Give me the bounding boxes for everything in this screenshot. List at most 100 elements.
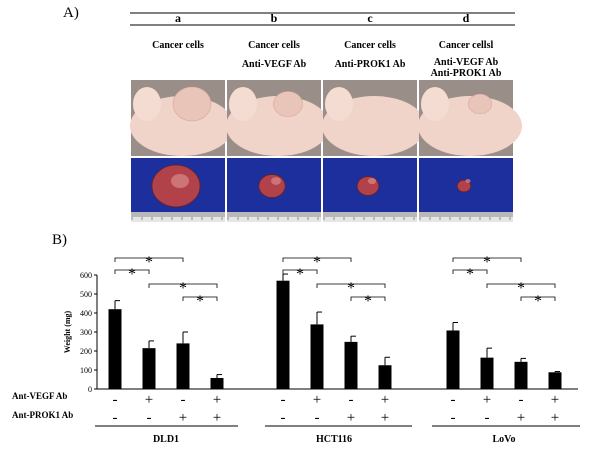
mouse-head bbox=[421, 87, 449, 121]
column-letter-d: d bbox=[462, 11, 470, 25]
vegf-sign: + bbox=[213, 392, 221, 408]
caption-line: Anti-VEGF Ab bbox=[241, 59, 307, 70]
treatment-label-prok1: Ant-PROK1 Ab bbox=[12, 410, 73, 420]
tumor bbox=[258, 174, 286, 198]
panel-b-label: B) bbox=[52, 232, 67, 248]
bracket bbox=[316, 283, 386, 288]
bar bbox=[480, 357, 494, 389]
significance-brackets: * * * * bbox=[452, 254, 556, 310]
prok1-sign: - bbox=[281, 410, 286, 426]
bar bbox=[446, 330, 460, 389]
prok1-sign: + bbox=[517, 410, 525, 426]
bar bbox=[210, 377, 224, 389]
bar bbox=[344, 341, 358, 389]
prok1-sign: + bbox=[179, 410, 187, 426]
tumor-photo-d bbox=[419, 158, 513, 222]
vegf-sign: - bbox=[181, 392, 186, 408]
caption-line: Cancer cells bbox=[248, 40, 300, 51]
vegf-sign: + bbox=[483, 392, 491, 408]
mouse-head bbox=[229, 87, 257, 121]
caption-line: Anti-PROK1 Ab bbox=[430, 68, 502, 79]
significance-star: * bbox=[364, 293, 372, 310]
tumor-highlight bbox=[171, 174, 189, 188]
significance-star: * bbox=[534, 293, 542, 310]
tumor-photo-c bbox=[323, 158, 417, 222]
significance-star: * bbox=[196, 293, 204, 310]
prok1-sign: + bbox=[551, 410, 559, 426]
column-caption-d: Cancer cellsl Anti-VEGF Ab Anti-PROK1 Ab bbox=[418, 40, 514, 79]
prok1-sign: - bbox=[485, 410, 490, 426]
vegf-sign: + bbox=[145, 392, 153, 408]
treatment-label-vegf: Ant-VEGF Ab bbox=[12, 391, 67, 401]
vegf-sign: - bbox=[349, 392, 354, 408]
significance-star: * bbox=[313, 254, 321, 271]
tumor-photo-b bbox=[227, 158, 321, 222]
bracket bbox=[148, 283, 218, 288]
bar bbox=[142, 348, 156, 389]
bracket bbox=[452, 269, 488, 274]
bar-group-hct116: - - + - - + + + bbox=[276, 273, 392, 426]
bracket bbox=[282, 269, 318, 274]
significance-star: * bbox=[347, 280, 355, 297]
caption-line: Anti-PROK1 Ab bbox=[334, 59, 406, 70]
bracket bbox=[282, 257, 352, 262]
bar-group-dld1: - - + - - + + + bbox=[108, 300, 224, 426]
y-axis-label: Weight (mg) bbox=[63, 310, 72, 353]
tumor-highlight bbox=[367, 177, 377, 185]
vegf-sign: - bbox=[113, 392, 118, 408]
column-letter-b: b bbox=[270, 11, 278, 25]
significance-star: * bbox=[179, 280, 187, 297]
group-label: LoVo bbox=[493, 434, 516, 445]
significance-star: * bbox=[466, 266, 474, 283]
mouse-head bbox=[325, 87, 353, 121]
bar bbox=[514, 361, 528, 389]
bar bbox=[378, 365, 392, 389]
column-caption-a: Cancer cells bbox=[130, 40, 226, 51]
prok1-sign: + bbox=[213, 410, 221, 426]
significance-brackets: * * * * bbox=[282, 254, 386, 310]
column-caption-b: Cancer cells Anti-VEGF Ab bbox=[226, 40, 322, 70]
caption-line: Cancer cellsl bbox=[438, 40, 494, 51]
group-label: HCT116 bbox=[316, 434, 352, 445]
significance-star: * bbox=[483, 254, 491, 271]
bar bbox=[548, 372, 562, 389]
tumor bbox=[356, 176, 380, 196]
significance-brackets: * * * * bbox=[114, 254, 218, 310]
vegf-sign: - bbox=[451, 392, 456, 408]
bar-group-lovo: - - + - - + + + bbox=[446, 322, 562, 426]
mouse-head bbox=[133, 87, 161, 121]
mouse-photo-d bbox=[418, 80, 522, 156]
vegf-sign: + bbox=[381, 392, 389, 408]
prok1-sign: - bbox=[147, 410, 152, 426]
bracket bbox=[114, 269, 150, 274]
column-caption-c: Cancer cells Anti-PROK1 Ab bbox=[322, 40, 418, 70]
panel-a-frame bbox=[130, 12, 522, 222]
y-tick-label: 500 bbox=[80, 290, 92, 299]
bracket bbox=[520, 296, 556, 301]
tumor bbox=[456, 179, 472, 193]
prok1-sign: + bbox=[381, 410, 389, 426]
y-tick-label: 0 bbox=[88, 385, 92, 394]
vegf-sign: + bbox=[313, 392, 321, 408]
mouse-photo-a bbox=[130, 80, 234, 156]
panel-a-label: A) bbox=[63, 5, 79, 21]
significance-star: * bbox=[145, 254, 153, 271]
y-tick-label: 300 bbox=[80, 328, 92, 337]
tumor-highlight bbox=[271, 177, 281, 185]
y-tick-label: 400 bbox=[80, 309, 92, 318]
y-tick-label: 200 bbox=[80, 347, 92, 356]
caption-line: Cancer cells bbox=[152, 40, 204, 51]
caption-line: Anti-VEGF Ab bbox=[433, 57, 499, 68]
vegf-sign: - bbox=[519, 392, 524, 408]
prok1-sign: - bbox=[113, 410, 118, 426]
bracket bbox=[114, 257, 184, 262]
bar bbox=[176, 343, 190, 389]
vegf-sign: - bbox=[281, 392, 286, 408]
mouse-photo-b bbox=[226, 80, 330, 156]
significance-star: * bbox=[296, 266, 304, 283]
significance-star: * bbox=[517, 280, 525, 297]
tumor-photo-a bbox=[131, 158, 225, 222]
bracket bbox=[182, 296, 218, 301]
bracket bbox=[486, 283, 556, 288]
